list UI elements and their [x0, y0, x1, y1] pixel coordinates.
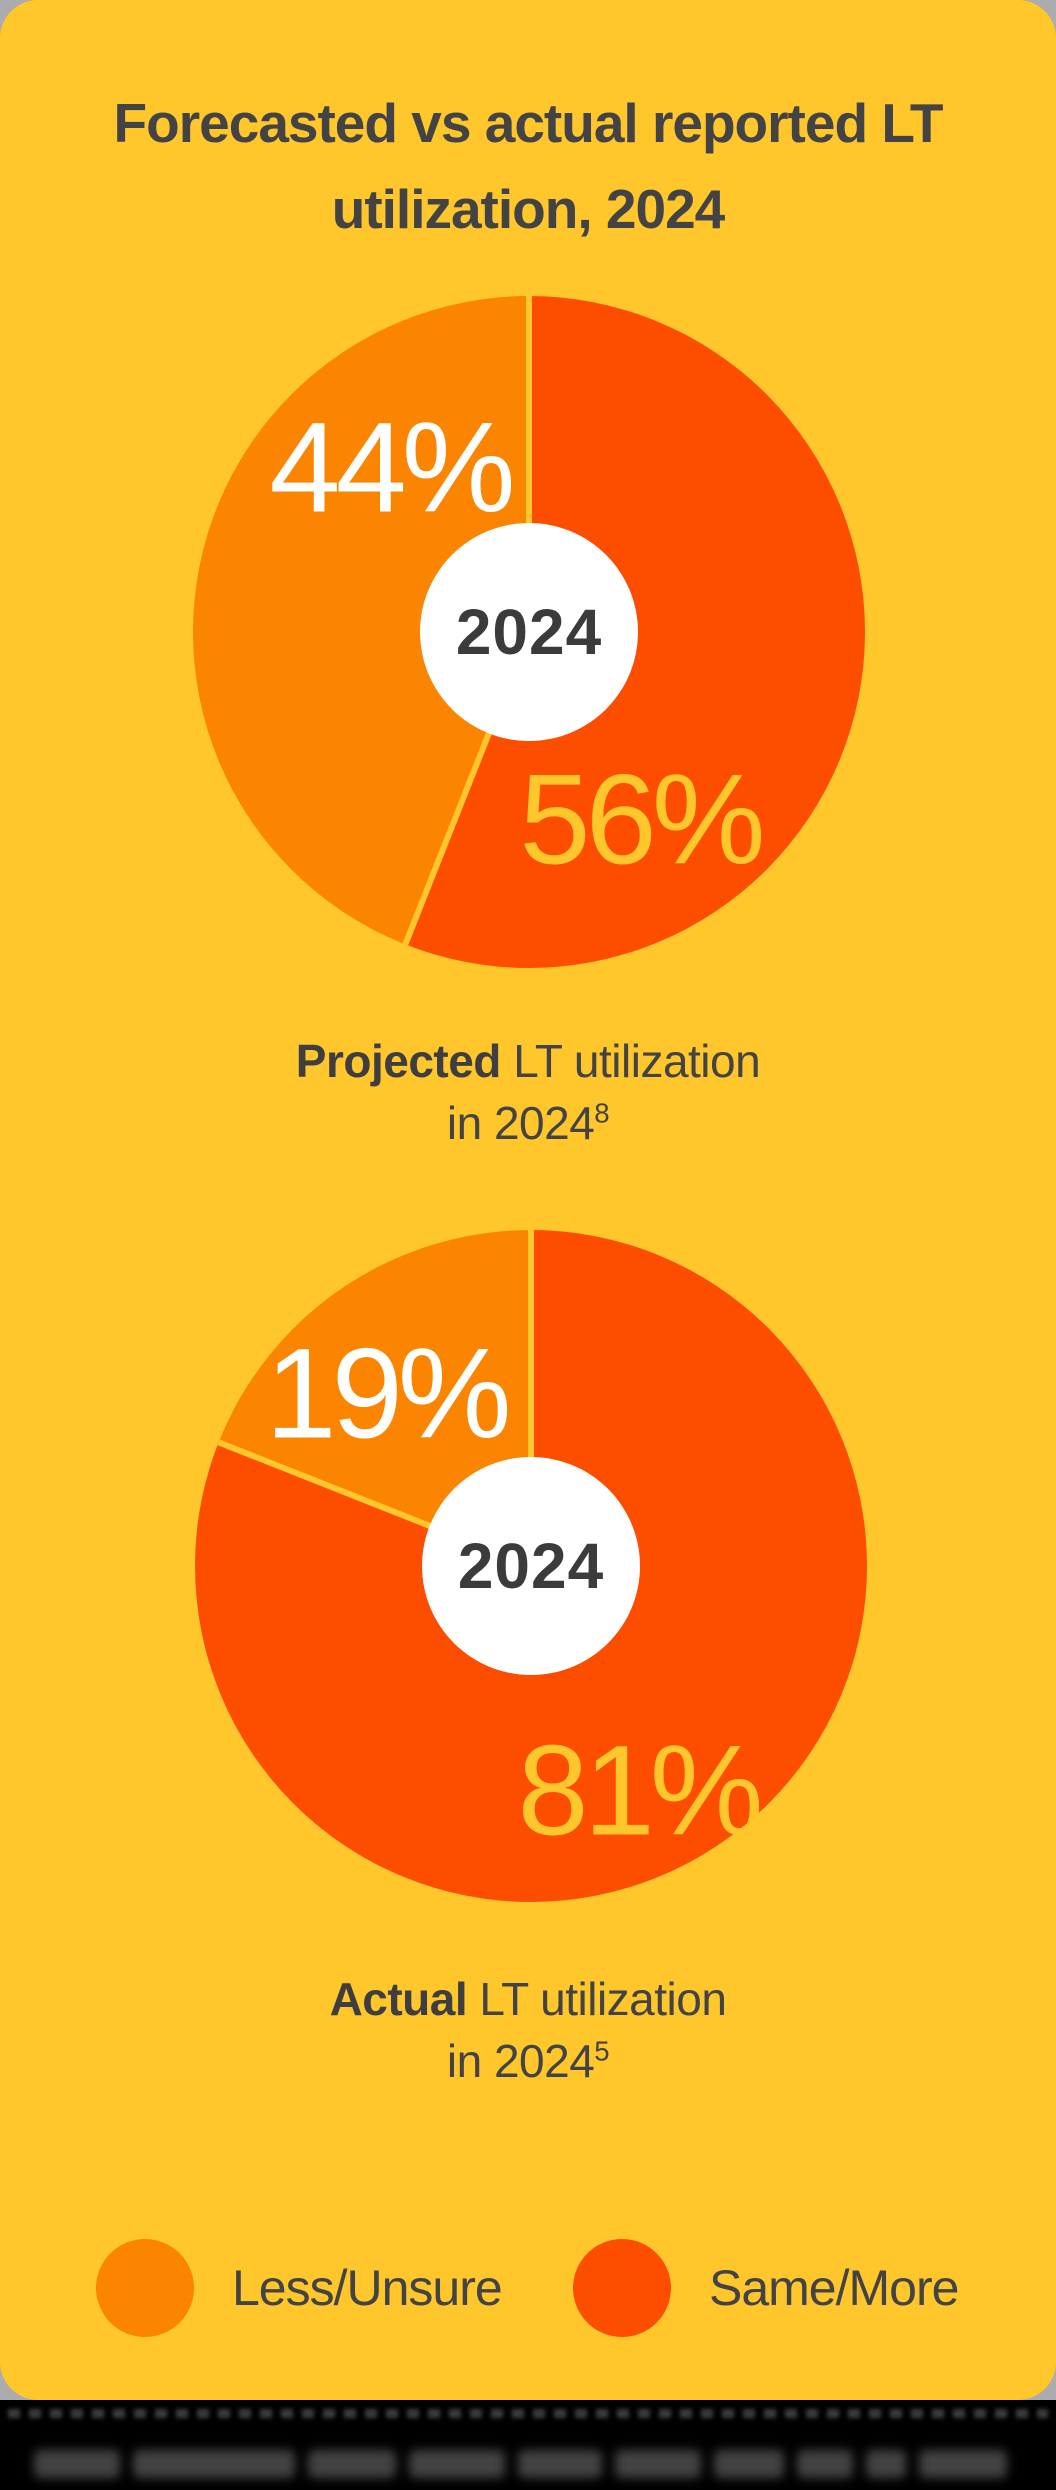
pie-center-disc: 2024: [420, 523, 638, 741]
legend-item-same-more: Same/More: [573, 2239, 959, 2337]
page-title: Forecasted vs actual reported LT utiliza…: [0, 80, 1056, 252]
pie-center-year-label: 2024: [457, 1530, 605, 1602]
slice-value-label-same-more: 81%: [517, 1719, 763, 1863]
caption-projected-line1: Projected LT utilization: [0, 1030, 1056, 1092]
slice-value-label-less-unsure: 19%: [265, 1322, 511, 1466]
infographic-card: Forecasted vs actual reported LT utiliza…: [0, 0, 1056, 2400]
footnote-marker: 8: [594, 1097, 610, 1129]
caption-projected-line2: in 20248: [446, 1097, 610, 1149]
caption-lead-word: Actual: [329, 1973, 468, 2025]
legend-dot-less-unsure: [96, 2239, 194, 2337]
redacted-text-strip: [8, 2409, 1048, 2418]
pie-center-year-label: 2024: [455, 596, 603, 668]
legend-label: Less/Unsure: [232, 2260, 503, 2316]
slice-divider: [528, 1230, 534, 1566]
legend-label: Same/More: [709, 2260, 959, 2316]
caption-actual: Actual LT utilization in 20245: [0, 1968, 1056, 2092]
page-title-line1: Forecasted vs actual reported LT: [113, 92, 944, 154]
pie-chart-actual: 19% 81% 2024: [195, 1230, 867, 1902]
caption-actual-line1: Actual LT utilization: [0, 1968, 1056, 2030]
caption-rest: LT utilization: [467, 1973, 727, 2025]
caption-actual-line2: in 20245: [446, 2035, 610, 2087]
pie-chart-projected: 44% 56% 2024: [193, 296, 865, 968]
caption-projected: Projected LT utilization in 20248: [0, 1030, 1056, 1154]
footnote-marker: 5: [594, 2035, 610, 2067]
pie-center-disc: 2024: [422, 1457, 640, 1675]
caption-rest: LT utilization: [500, 1035, 761, 1087]
slice-divider: [526, 296, 532, 632]
slice-value-label-less-unsure: 44%: [269, 396, 515, 540]
footer-band: [0, 2400, 1056, 2490]
page-title-line2: utilization, 2024: [331, 178, 726, 240]
caption-lead-word: Projected: [295, 1035, 502, 1087]
redacted-text-line: [34, 2450, 1007, 2478]
legend-dot-same-more: [573, 2239, 671, 2337]
legend-item-less-unsure: Less/Unsure: [96, 2239, 503, 2337]
slice-value-label-same-more: 56%: [519, 748, 765, 892]
